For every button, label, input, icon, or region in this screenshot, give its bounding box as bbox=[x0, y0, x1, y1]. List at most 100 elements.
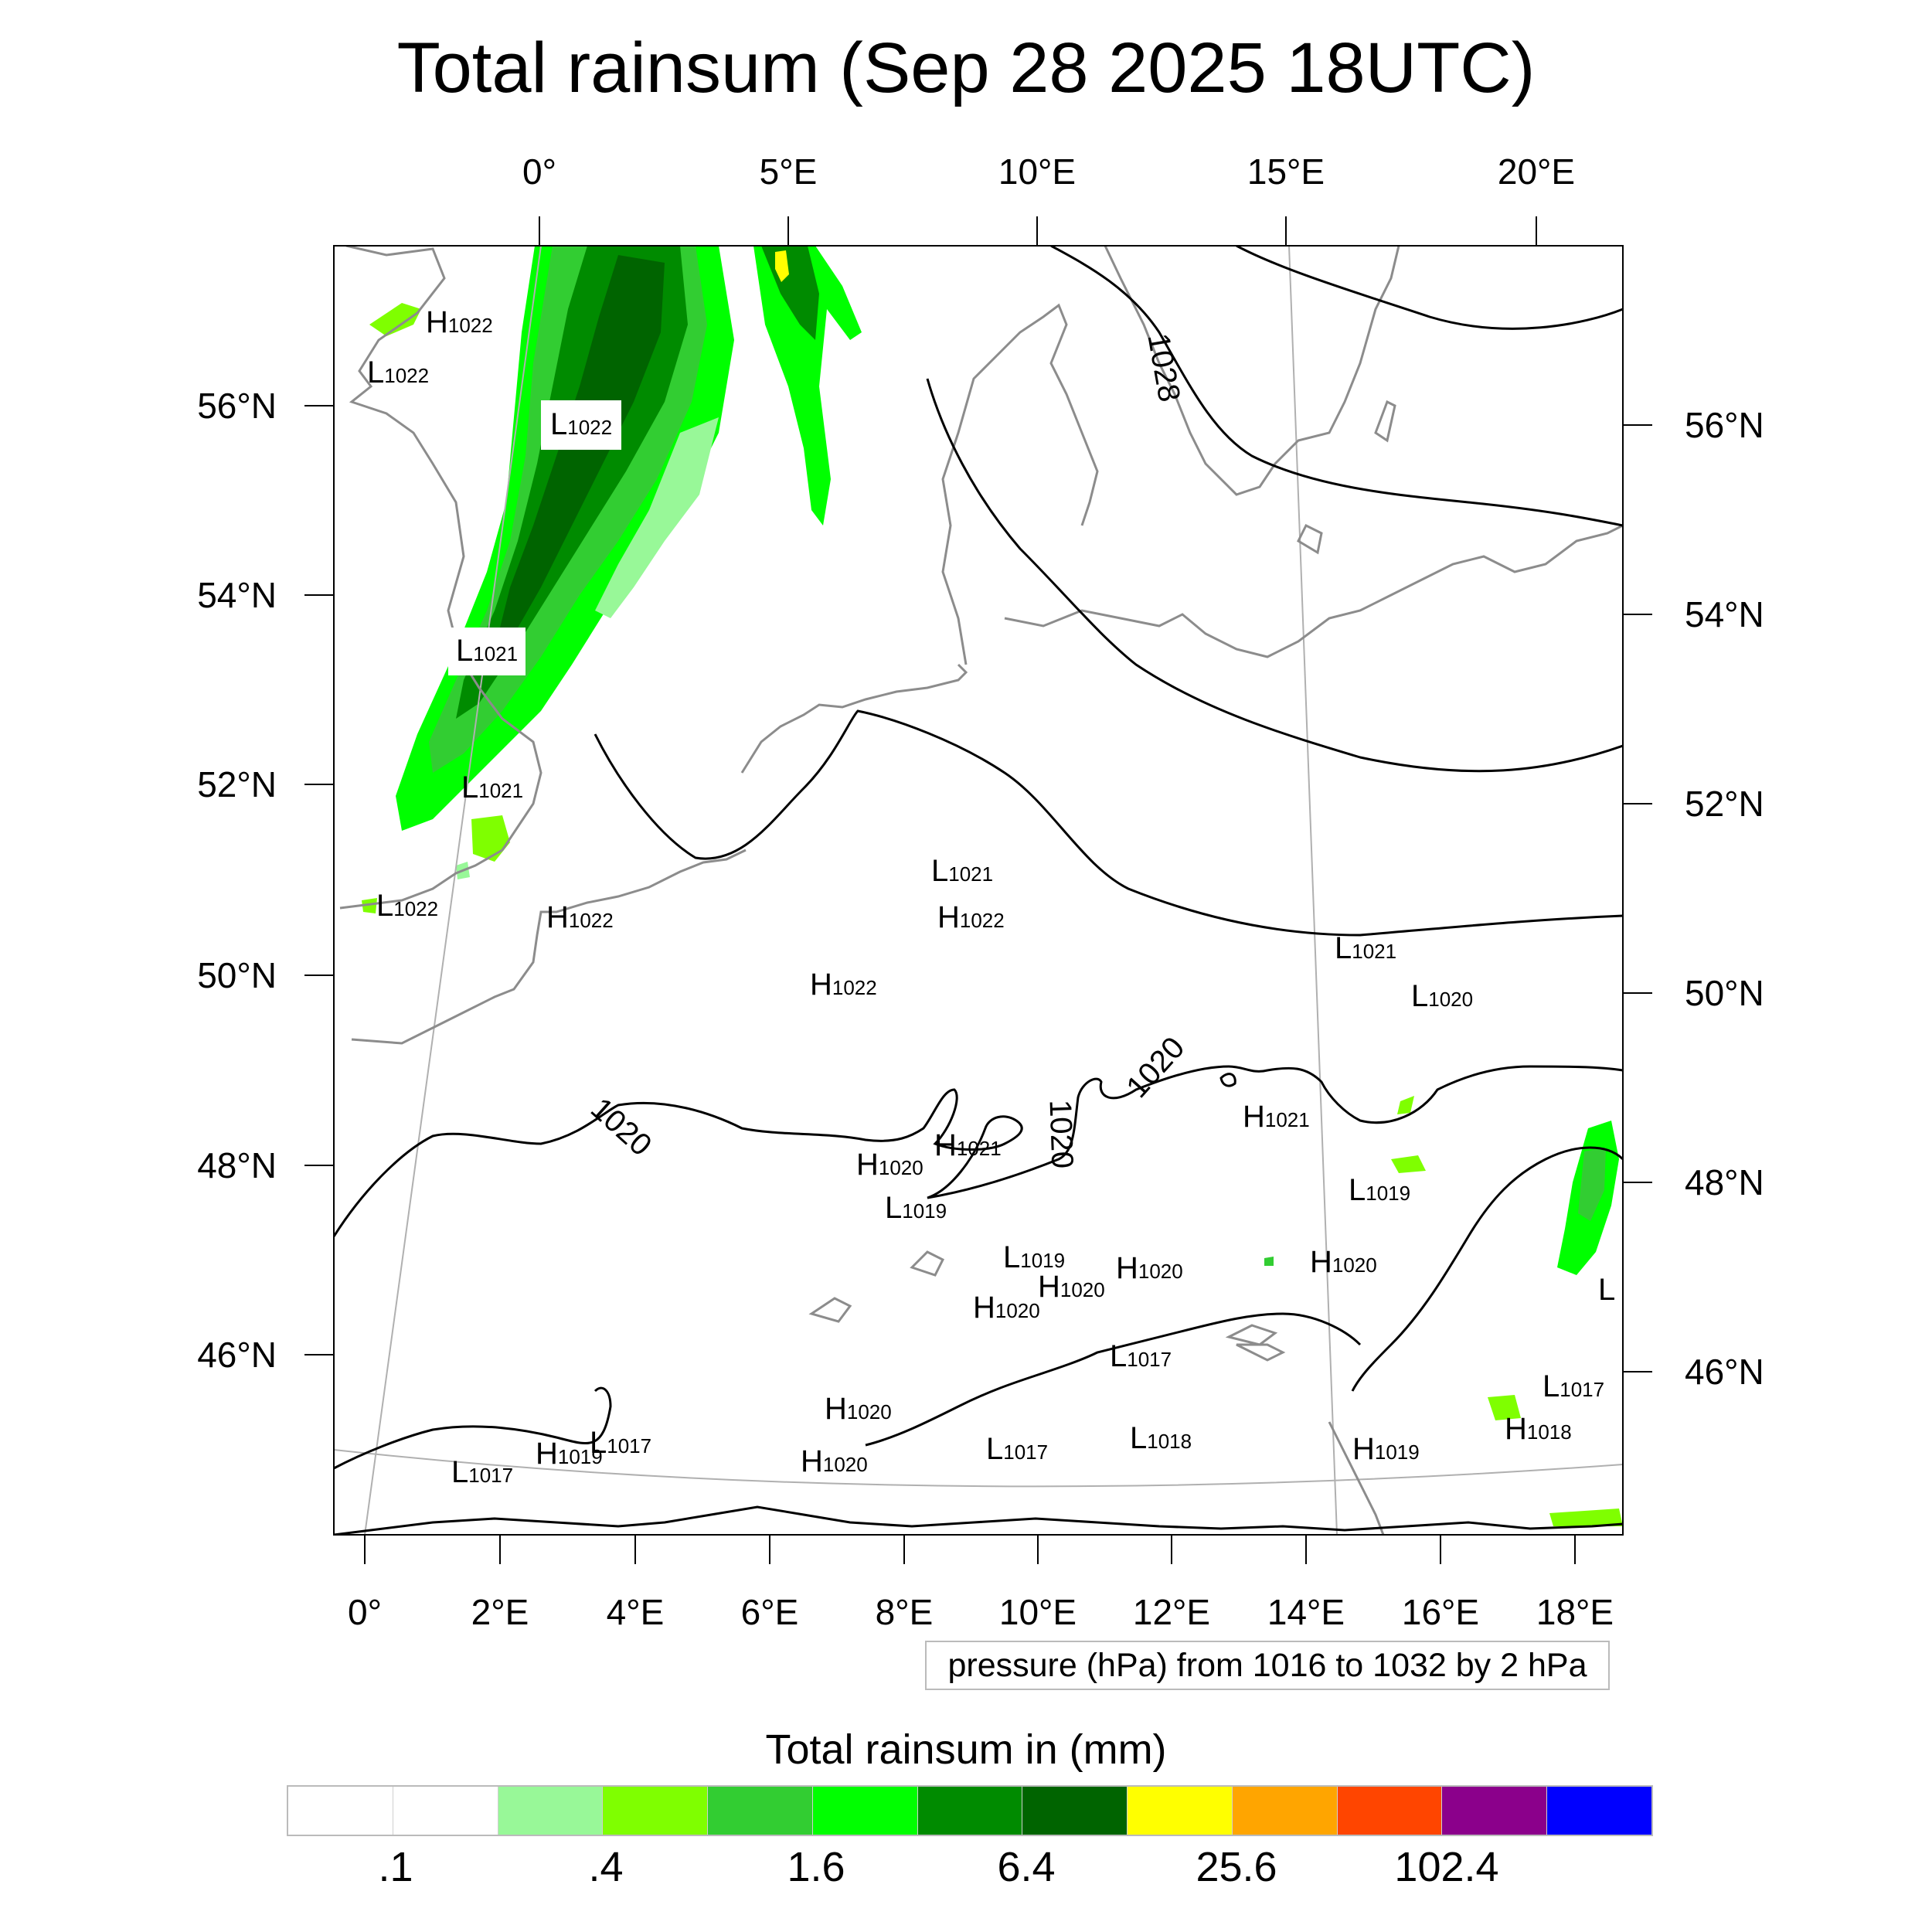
axis-labels-left: 56°N 54°N 52°N 50°N 48°N 46°N bbox=[197, 386, 277, 1375]
isobar-1020 bbox=[334, 1065, 1623, 1237]
axis-label-left: 52°N bbox=[197, 764, 277, 804]
coastlines bbox=[339, 246, 1623, 1535]
pressure-center-label: L1019 bbox=[885, 1191, 947, 1225]
colorbar-swatch bbox=[812, 1787, 918, 1835]
legend-title: Total rainsum in (mm) bbox=[765, 1726, 1167, 1773]
axis-labels-right: 56°N 54°N 52°N 50°N 48°N 46°N bbox=[1685, 405, 1764, 1392]
rain-cell-hungary-core bbox=[1578, 1148, 1606, 1221]
colorbar bbox=[287, 1785, 1653, 1836]
axis-label-left: 50°N bbox=[197, 955, 277, 995]
axis-label-left: 56°N bbox=[197, 386, 277, 426]
axis-label-right: 52°N bbox=[1685, 784, 1764, 824]
pressure-center-label: H1022 bbox=[810, 968, 877, 1002]
pressure-center-label: H1022 bbox=[937, 900, 1005, 934]
pressure-center-label: H1022 bbox=[546, 900, 614, 934]
axis-label-right: 54°N bbox=[1685, 594, 1764, 634]
axis-label-bottom: 14°E bbox=[1267, 1592, 1345, 1632]
colorbar-swatch bbox=[917, 1787, 1023, 1835]
pressure-center-label: L1017 bbox=[451, 1455, 513, 1489]
pressure-center-label: H1020 bbox=[1116, 1251, 1183, 1285]
coast-sweden bbox=[1104, 246, 1400, 496]
colorbar-swatch bbox=[1337, 1787, 1443, 1835]
coast-netherlands bbox=[740, 663, 968, 774]
axis-label-bottom: 4°E bbox=[607, 1592, 665, 1632]
pressure-centers: H1022 L1022 L1022 L1021 L1021 L1022 H102… bbox=[367, 305, 1615, 1489]
pressure-center-label: H1021 bbox=[1243, 1100, 1310, 1134]
pressure-center-label: H1020 bbox=[801, 1444, 868, 1478]
colorbar-swatch bbox=[498, 1787, 604, 1835]
pressure-center-label: L1017 bbox=[590, 1426, 651, 1460]
pressure-center-label: L1017 bbox=[986, 1432, 1048, 1466]
pressure-center-label: H1019 bbox=[536, 1437, 603, 1471]
pressure-center-label: L1019 bbox=[1349, 1173, 1410, 1207]
rain-band-north-sea-light bbox=[595, 417, 719, 618]
isobar-south-alps bbox=[865, 1312, 1362, 1447]
coast-denmark bbox=[941, 303, 1099, 665]
axis-label-top: 15°E bbox=[1247, 151, 1325, 192]
isobar-bottom bbox=[334, 1505, 1623, 1535]
colorbar-swatch bbox=[1022, 1787, 1128, 1835]
colorbar-label: 6.4 bbox=[997, 1844, 1056, 1890]
axis-label-left: 46°N bbox=[197, 1335, 277, 1375]
axis-label-top: 20°E bbox=[1498, 151, 1575, 192]
rain-cell-dover bbox=[362, 898, 377, 913]
pressure-center-label: H1020 bbox=[973, 1291, 1040, 1325]
axis-label-left: 48°N bbox=[197, 1145, 277, 1185]
coast-alps-lakes bbox=[808, 1250, 1286, 1362]
axis-label-right: 46°N bbox=[1685, 1352, 1764, 1392]
colorbar-swatch bbox=[603, 1787, 709, 1835]
label-backgrounds bbox=[448, 400, 621, 675]
pressure-center-label: L1020 bbox=[1411, 979, 1473, 1013]
pressure-center-label: H1018 bbox=[1505, 1412, 1572, 1446]
isobar-label: 1020 bbox=[1043, 1099, 1079, 1168]
axis-label-bottom: 16°E bbox=[1402, 1592, 1479, 1632]
axis-label-bottom: 2°E bbox=[471, 1592, 529, 1632]
pressure-center-label: L1021 bbox=[1335, 931, 1396, 965]
isobar-north bbox=[1236, 246, 1623, 330]
map-frame-border bbox=[333, 245, 1624, 1536]
axis-label-bottom: 12°E bbox=[1133, 1592, 1210, 1632]
isobar-1028 bbox=[1050, 246, 1623, 527]
pressure-center-label: L1019 bbox=[1003, 1240, 1065, 1274]
rain-cell-poland bbox=[1397, 1096, 1414, 1114]
pressure-center-label: H1020 bbox=[1038, 1270, 1105, 1304]
colorbar-swatch bbox=[393, 1787, 498, 1835]
isobar-south bbox=[334, 1386, 612, 1470]
isobar-north-sea bbox=[926, 378, 1623, 773]
pressure-center-label: H1020 bbox=[1310, 1245, 1377, 1279]
coast-france-north bbox=[351, 849, 747, 1045]
axis-label-bottom: 6°E bbox=[741, 1592, 799, 1632]
rain-cell-austria bbox=[1264, 1257, 1274, 1266]
rain-cell-czech bbox=[1391, 1155, 1426, 1173]
rain-cell-adriatic bbox=[1549, 1509, 1623, 1526]
axis-ticks bbox=[304, 216, 1652, 1564]
colorbar-swatch bbox=[1232, 1787, 1338, 1835]
rainfall-shading bbox=[362, 246, 1623, 1526]
axis-label-right: 48°N bbox=[1685, 1162, 1764, 1202]
rain-peak-yellow bbox=[775, 250, 789, 282]
isobar-small-ring bbox=[1219, 1073, 1236, 1087]
pressure-center-label: L1022 bbox=[376, 889, 438, 923]
axis-labels-top: 0° 5°E 10°E 15°E 20°E bbox=[522, 151, 1575, 192]
coast-britain-east bbox=[339, 246, 543, 910]
pressure-center-label: H1020 bbox=[856, 1148, 923, 1182]
map-title: Total rainsum (Sep 28 2025 18UTC) bbox=[396, 29, 1536, 107]
rain-band-norway-outer bbox=[753, 246, 862, 526]
axis-label-bottom: 18°E bbox=[1536, 1592, 1614, 1632]
isobars bbox=[334, 246, 1623, 1535]
graticule bbox=[334, 246, 1623, 1535]
rain-cell-croatia bbox=[1488, 1395, 1521, 1420]
colorbar-swatch bbox=[1128, 1787, 1233, 1835]
pressure-center-label: H1022 bbox=[426, 305, 493, 339]
coast-baltic-islands bbox=[1297, 400, 1396, 555]
axis-label-left: 54°N bbox=[197, 575, 277, 615]
rain-cell-uk-north bbox=[369, 303, 421, 336]
colorbar-swatch bbox=[288, 1787, 393, 1835]
colorbar-label: 102.4 bbox=[1394, 1844, 1499, 1890]
coast-germany-baltic bbox=[1004, 524, 1623, 658]
pressure-center-label: H1020 bbox=[825, 1392, 892, 1426]
colorbar-swatch bbox=[708, 1787, 813, 1835]
axis-label-bottom: 0° bbox=[348, 1592, 382, 1632]
pressure-center-label: L1022 bbox=[367, 355, 429, 389]
